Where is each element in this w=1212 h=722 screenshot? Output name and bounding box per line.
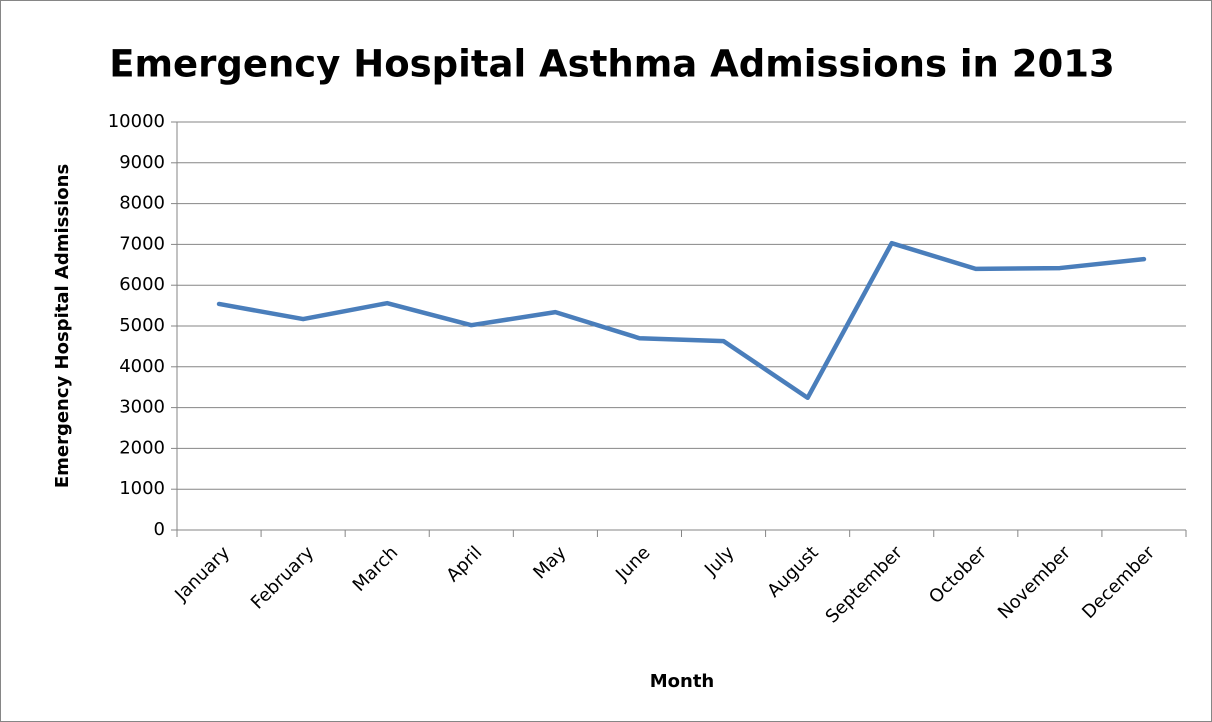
y-tick-label: 4000	[119, 356, 165, 377]
y-tick-label: 9000	[119, 152, 165, 173]
y-tick-label: 8000	[119, 193, 165, 214]
y-tick-label: 10000	[108, 111, 165, 132]
y-tick-label: 0	[154, 519, 165, 540]
y-axis-label: Emergency Hospital Admissions	[52, 164, 73, 488]
y-tick-label: 2000	[119, 437, 165, 458]
y-tick-label: 6000	[119, 274, 165, 295]
y-tick-label: 7000	[119, 233, 165, 254]
y-tick-label: 1000	[119, 478, 165, 499]
y-tick-label: 5000	[119, 315, 165, 336]
y-tick-label: 3000	[119, 397, 165, 418]
chart-title: Emergency Hospital Asthma Admissions in …	[109, 43, 1115, 86]
data-line	[216, 240, 1147, 401]
x-axis-label: Month	[650, 671, 715, 692]
